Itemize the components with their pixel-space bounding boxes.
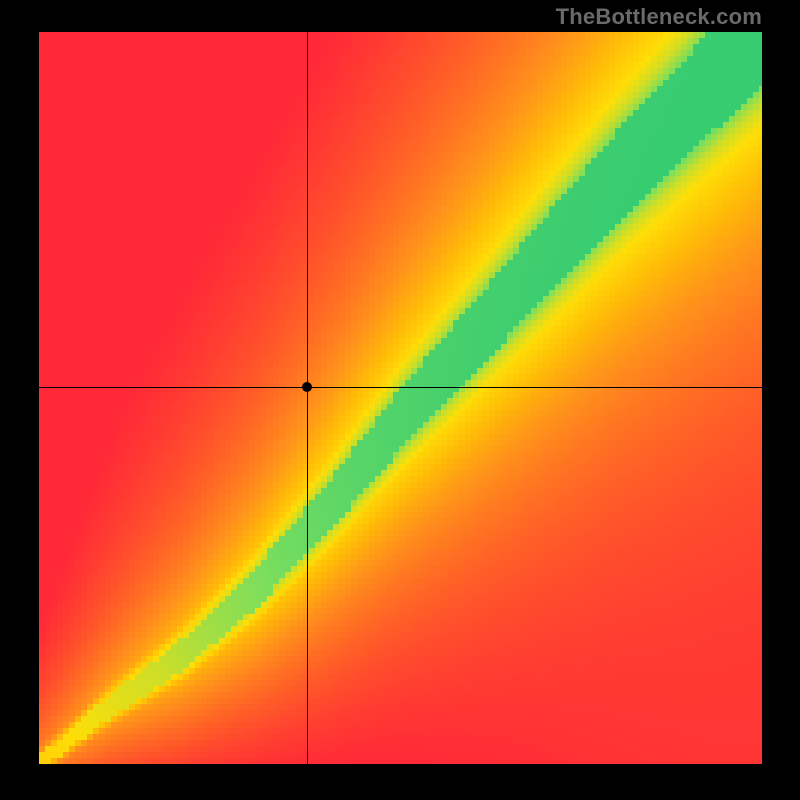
watermark-text: TheBottleneck.com bbox=[556, 4, 762, 30]
crosshair-vertical bbox=[307, 32, 308, 764]
crosshair-horizontal bbox=[39, 387, 762, 388]
chart-container: TheBottleneck.com bbox=[0, 0, 800, 800]
heatmap-canvas bbox=[39, 32, 762, 764]
